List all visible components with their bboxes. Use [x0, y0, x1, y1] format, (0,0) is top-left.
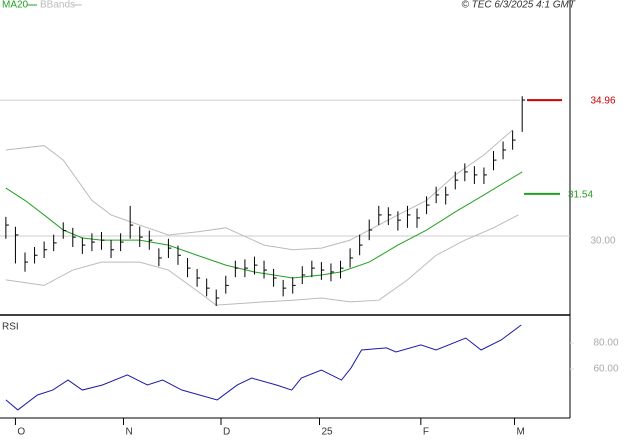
- rsi-title: RSI: [2, 322, 19, 333]
- x-tick-label: O: [17, 427, 25, 438]
- last-price-label: 34.96: [590, 96, 615, 107]
- bband-lower: [5, 214, 519, 306]
- y-tick-label: 60.00: [593, 364, 618, 375]
- ma-last-label: 31.54: [568, 189, 593, 200]
- x-tick-label: 25: [321, 427, 333, 438]
- legend-bbands: BBands: [40, 0, 75, 11]
- legend-ma: MA20: [2, 0, 29, 11]
- ma-line: [5, 171, 523, 279]
- y-tick-label: 80.00: [593, 338, 618, 349]
- x-tick-label: N: [125, 427, 132, 438]
- copyright: © TEC 6/3/2025 4:1 GMT: [461, 0, 575, 11]
- x-tick-label: D: [223, 427, 230, 438]
- x-tick-label: F: [423, 427, 429, 438]
- x-tick-label: M: [517, 427, 525, 438]
- rsi-line: [5, 324, 522, 411]
- y-tick-label: 30.00: [590, 236, 615, 247]
